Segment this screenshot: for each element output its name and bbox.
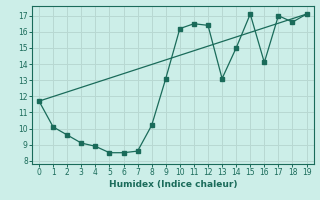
- X-axis label: Humidex (Indice chaleur): Humidex (Indice chaleur): [108, 180, 237, 189]
